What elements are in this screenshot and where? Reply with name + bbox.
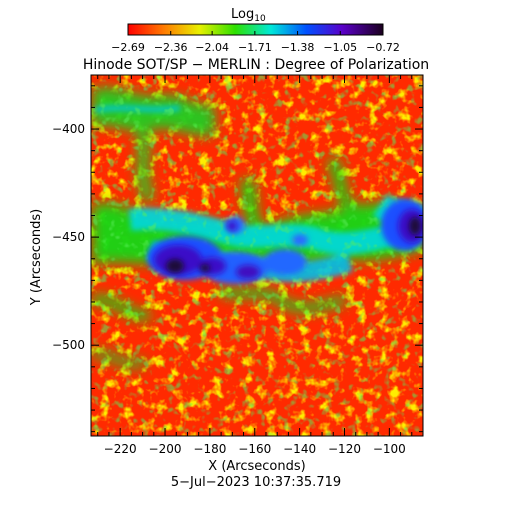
colorbar-gradient [127,23,384,36]
colorbar-tick-label: −2.04 [195,41,229,54]
x-tick-label: −120 [328,442,361,456]
colorbar-title: Log10 [231,7,266,24]
x-axis-ticks: −220 −200 −180 −160 −140 −120 −100 [97,75,413,456]
x-tick-label: −160 [238,442,271,456]
x-tick-label: −140 [283,442,316,456]
timestamp: 5−Jul−2023 10:37:35.719 [171,475,341,490]
y-axis-ticks: −400 −450 −500 [52,85,423,433]
colorbar-tick-label: −1.05 [323,41,357,54]
x-tick-label: −100 [373,442,406,456]
x-axis-label: X (Arcseconds) [208,459,305,474]
x-tick-label: −180 [193,442,226,456]
x-tick-label: −220 [104,442,137,456]
y-tick-label: −500 [52,338,85,352]
y-tick-label: −450 [52,230,85,244]
heatmap-image [91,75,423,436]
colorbar: Log10 −2.69 −2.36 −2.04 −1.71 −1.38 −1.05 −0.7… [111,7,400,54]
colorbar-ticks: −2.69 −2.36 −2.04 −1.71 −1.38 −1.05 −0.72 [111,31,400,54]
colorbar-tick-label: −1.38 [281,41,315,54]
colorbar-tick-label: −2.69 [111,41,145,54]
plot-frame [90,74,424,437]
plot-title: Hinode SOT/SP − MERLIN : Degree of Polar… [83,57,429,73]
y-axis-label: Y (Arcseconds) [29,209,44,306]
colorbar-tick-label: −1.71 [238,41,272,54]
colorbar-tick-label: −2.36 [154,41,188,54]
x-tick-label: −200 [149,442,182,456]
colorbar-tick-label: −0.72 [366,41,400,54]
y-tick-label: −400 [52,122,85,136]
